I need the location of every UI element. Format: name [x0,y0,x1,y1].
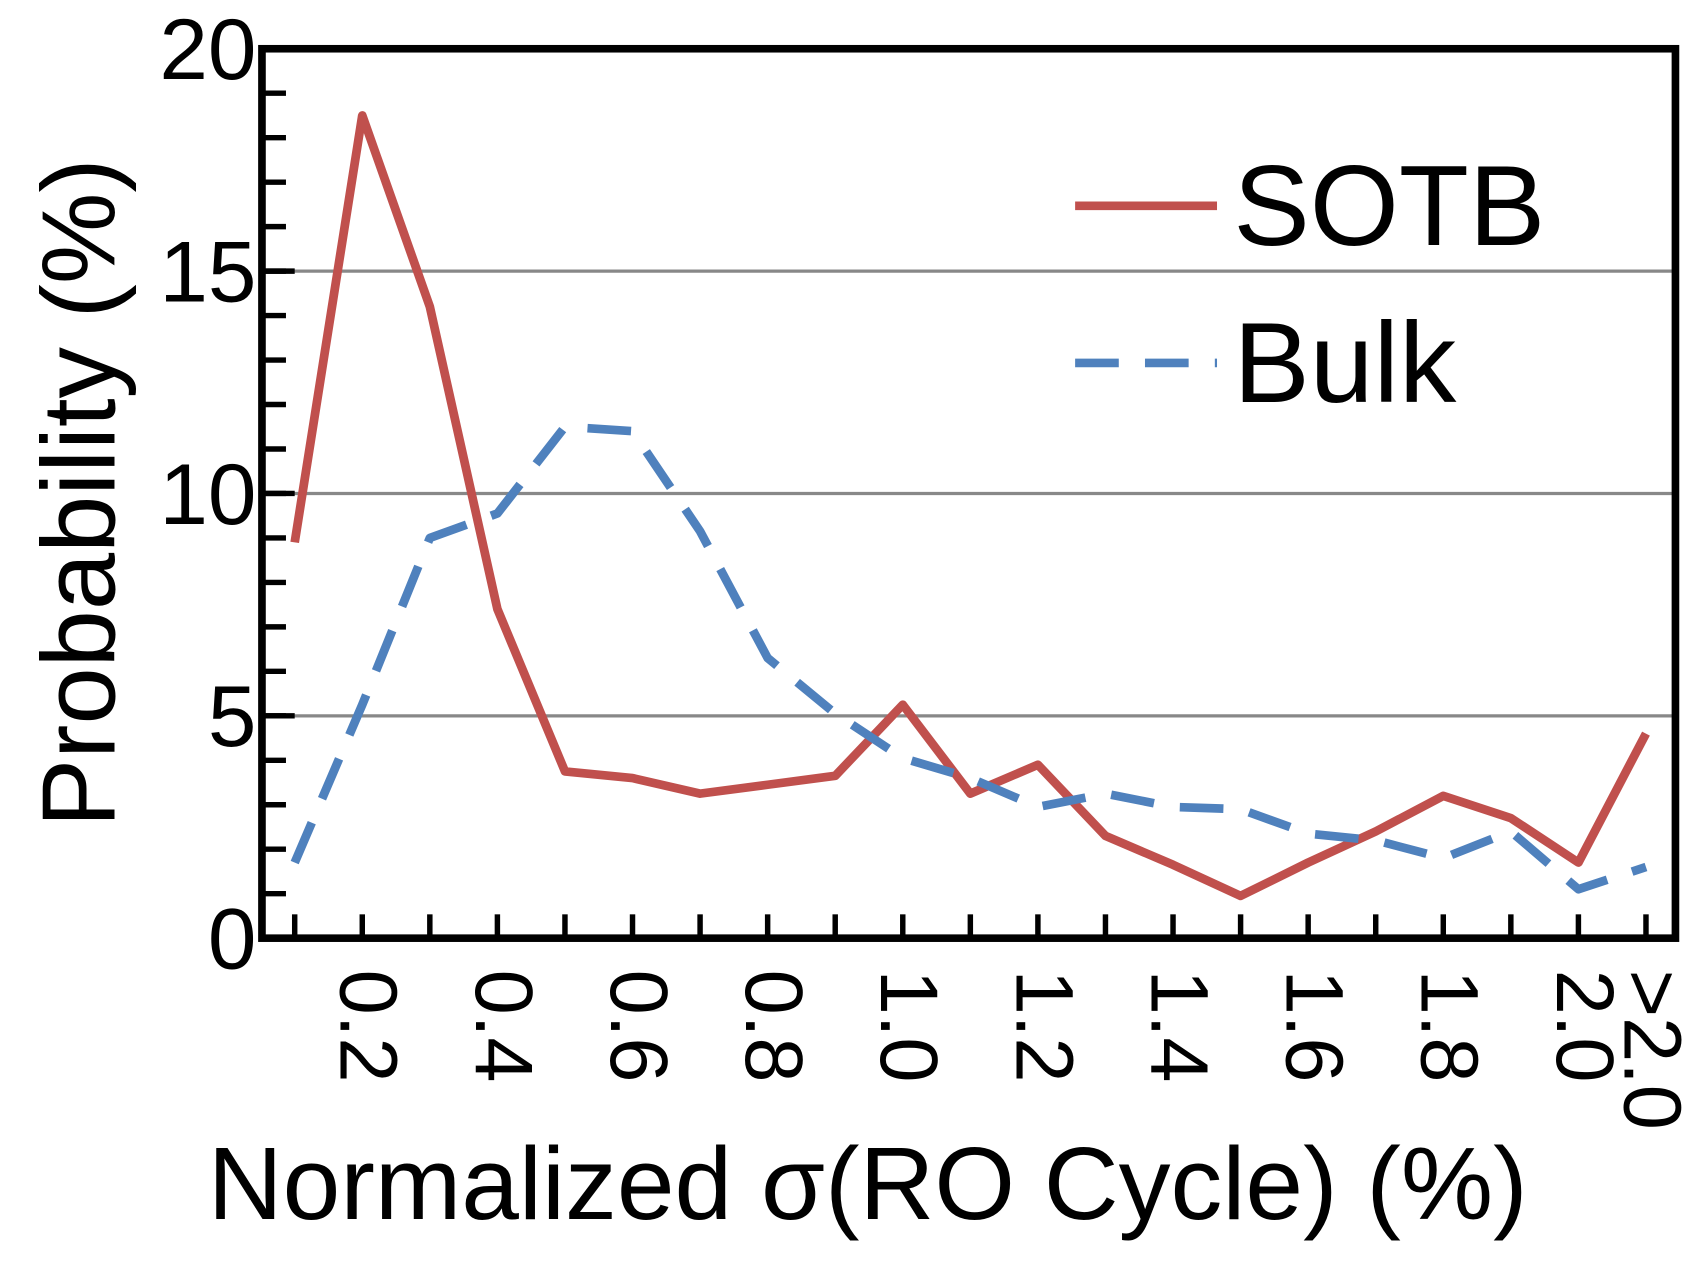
x-axis-label: Normalized σ(RO Cycle) (%) [208,1125,1528,1241]
x-tick-label: 0.4 [458,970,549,1083]
x-tick-label: 0.2 [323,970,414,1083]
y-tick-label: 10 [159,446,256,543]
x-tick-label: 1.8 [1404,970,1495,1083]
y-tick-label: 0 [208,891,257,988]
y-axis-label: Probability (%) [20,158,136,827]
x-tick-label: 0.8 [728,970,819,1083]
x-tick-label: 1.0 [863,970,954,1083]
series-line [290,422,1648,894]
y-tick-label: 15 [159,224,256,321]
x-tick-label: 0.6 [593,970,684,1083]
y-tick-label: 5 [208,668,257,765]
series-line [290,111,1650,901]
x-tick-label: 2.0 [1539,970,1630,1083]
legend-label: Bulk [1233,300,1457,427]
x-tick-label: 1.6 [1268,970,1359,1083]
legend-label: SOTB [1233,143,1545,270]
x-tick-label: 1.4 [1133,970,1224,1083]
y-tick-label: 20 [159,1,256,98]
x-tick-label: 1.2 [998,970,1089,1083]
plot-frame [258,44,1680,942]
x-tick-label: >2.0 [1606,970,1694,1130]
